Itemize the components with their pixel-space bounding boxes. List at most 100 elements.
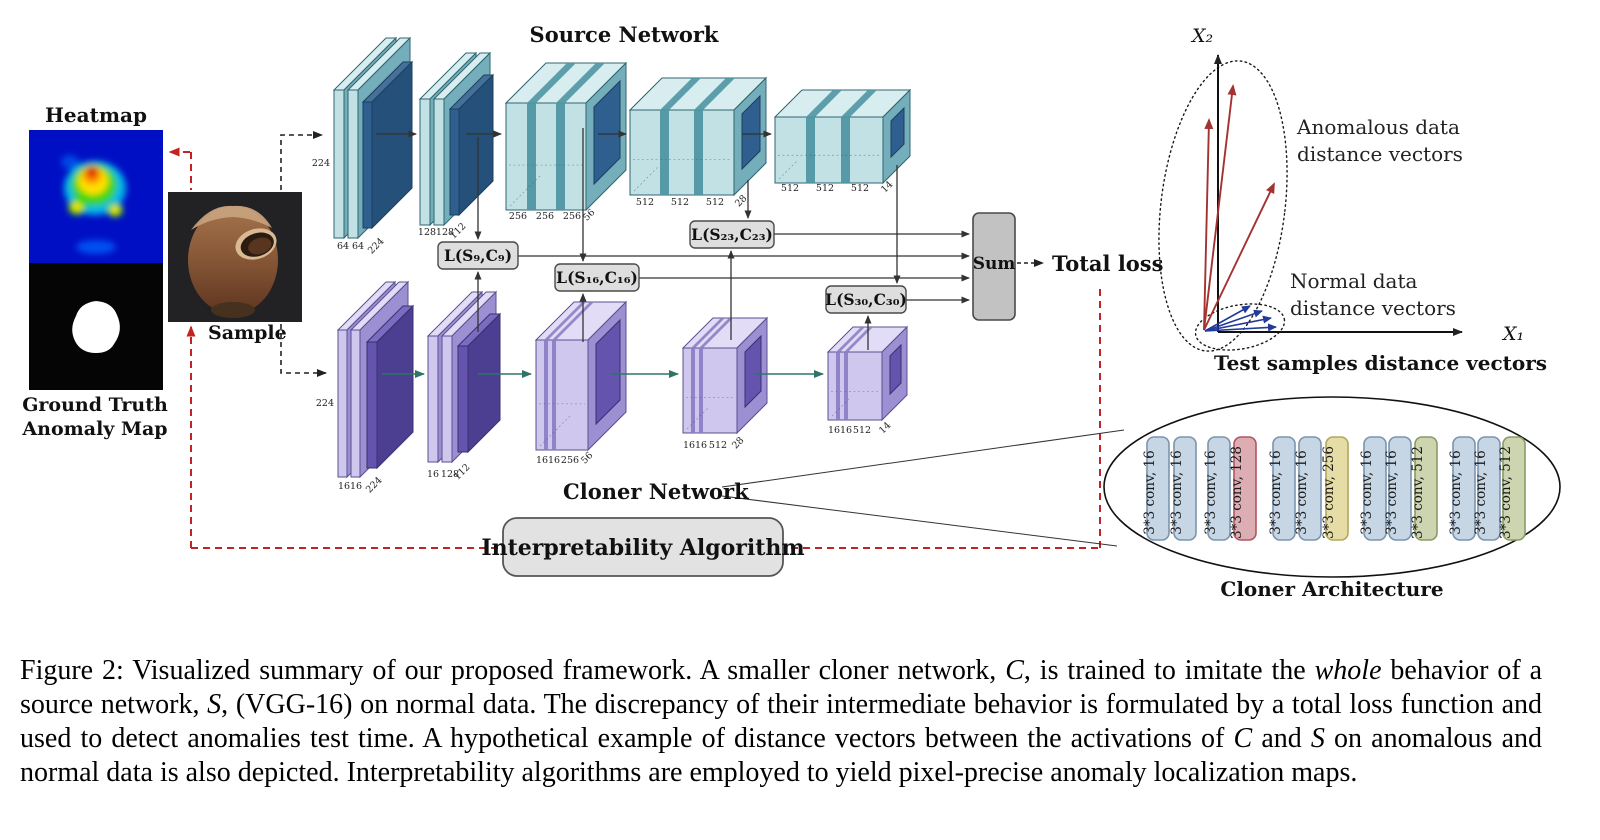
conv-layer-7: 3*3 conv, 16 — [1359, 436, 1387, 541]
svg-text:224: 224 — [312, 158, 330, 169]
conv-layer-label: 3*3 conv, 512 — [1410, 446, 1426, 539]
figure-caption: Figure 2: Visualized summary of our prop… — [20, 654, 1542, 791]
conv-block-4 — [773, 88, 912, 185]
cloner-network-blocks — [336, 280, 909, 479]
loss-label-l30: L(S₃₀,C₃₀) — [825, 290, 907, 309]
svg-text:16: 16 — [695, 440, 707, 451]
conv-block-3 — [628, 76, 768, 197]
anomalous-label-line1: Anomalous data — [1296, 115, 1460, 139]
conv-layer-bars: 3*3 conv, 16 3*3 conv, 16 3*3 conv, 16 3*3 … — [1142, 436, 1526, 541]
cloner-dim-labels: 224 16 16 224 16 128 112 16 16 256 56 16… — [316, 398, 894, 496]
conv-layer-label: 3*3 conv, 16 — [1169, 450, 1185, 534]
conv-layer-label: 3*3 conv, 16 — [1384, 450, 1400, 534]
conv-block-4 — [826, 325, 909, 422]
sample-to-source-arrow — [280, 131, 323, 190]
svg-text:16: 16 — [338, 481, 350, 492]
conv-layer-label: 3*3 conv, 16 — [1203, 450, 1219, 534]
normal-label-line2: distance vectors — [1290, 296, 1456, 320]
conv-layer-label: 3*3 conv, 512 — [1498, 446, 1514, 539]
svg-text:224: 224 — [364, 475, 385, 496]
conv-block-3 — [681, 316, 769, 435]
sample-to-cloner-arrow — [280, 324, 327, 377]
conv-layer-label: 3*3 conv, 16 — [1294, 450, 1310, 534]
conv-layer-10: 3*3 conv, 16 — [1448, 436, 1476, 541]
caption-emphasis-whole: whole — [1314, 655, 1382, 686]
caption-math-s: S — [1310, 723, 1325, 755]
cloner-network-title: Cloner Network — [563, 479, 749, 504]
normal-cluster-ellipse — [1194, 303, 1286, 351]
total-loss-label: Total loss — [1052, 251, 1163, 276]
caption-text: and — [1252, 723, 1311, 755]
svg-text:16: 16 — [536, 455, 548, 466]
conv-layer-8: 3*3 conv, 16 — [1384, 436, 1412, 541]
normal-vectors — [1204, 305, 1277, 332]
ground-truth-image — [29, 263, 163, 390]
svg-text:512: 512 — [816, 183, 834, 194]
conv-layer-label: 3*3 conv, 16 — [1448, 450, 1464, 534]
conv-block-2 — [534, 300, 628, 452]
conv-layer-label: 3*3 conv, 128 — [1229, 446, 1245, 539]
svg-text:128: 128 — [436, 227, 454, 238]
conv-layer-11: 3*3 conv, 16 — [1473, 436, 1501, 541]
svg-text:16: 16 — [427, 469, 439, 480]
x1-axis-label: X₁ — [1501, 323, 1524, 345]
loss-boxes: L(S₉,C₉) L(S₁₆,C₁₆) L(S₂₃,C₂₃) L(S₃₀,C₃₀… — [437, 220, 907, 314]
conv-layer-label: 3*3 conv, 16 — [1359, 450, 1375, 534]
conv-layer-3: 3*3 conv, 128 — [1229, 436, 1257, 541]
svg-text:256: 256 — [536, 211, 554, 222]
anomalous-label-line2: distance vectors — [1297, 142, 1463, 166]
conv-layer-1: 3*3 conv, 16 — [1169, 436, 1197, 541]
svg-text:16: 16 — [840, 425, 852, 436]
loss-label-l16: L(S₁₆,C₁₆) — [556, 268, 638, 287]
svg-text:224: 224 — [366, 236, 387, 257]
ground-truth-label-line1: Ground Truth — [22, 394, 168, 416]
svg-text:64: 64 — [352, 241, 364, 252]
caption-math-s: S — [207, 689, 222, 721]
conv-layer-label: 3*3 conv, 16 — [1473, 450, 1489, 534]
caption-text: Figure 2: Visualized summary of our prop… — [20, 655, 1006, 686]
source-network-title: Source Network — [530, 22, 719, 47]
svg-text:256: 256 — [561, 455, 579, 466]
figure-diagram: L(S₉,C₉) L(S₁₆,C₁₆) L(S₂₃,C₂₃) L(S₃₀,C₃₀… — [21, 22, 1561, 601]
sum-box: Sum — [972, 212, 1016, 321]
svg-text:16: 16 — [828, 425, 840, 436]
conv-layer-6: 3*3 conv, 256 — [1321, 436, 1349, 541]
red-dashed-path — [168, 147, 1101, 549]
svg-text:512: 512 — [781, 183, 799, 194]
loss-to-sum-lines — [518, 230, 970, 304]
anomalous-cluster-ellipse — [1158, 60, 1288, 352]
interpretability-label: Interpretability Algorithm — [481, 535, 804, 561]
conv-block-1 — [426, 290, 502, 464]
svg-text:128: 128 — [441, 469, 459, 480]
conv-block-0 — [332, 36, 414, 240]
loss-label-l9: L(S₉,C₉) — [444, 246, 512, 265]
caption-math-c: C — [1005, 655, 1024, 686]
svg-text:224: 224 — [316, 398, 334, 409]
svg-text:16: 16 — [548, 455, 560, 466]
conv-layer-4: 3*3 conv, 16 — [1268, 436, 1296, 541]
svg-text:512: 512 — [709, 440, 727, 451]
loss-label-l23: L(S₂₃,C₂₃) — [691, 225, 773, 244]
conv-layer-5: 3*3 conv, 16 — [1294, 436, 1322, 541]
svg-text:512: 512 — [671, 197, 689, 208]
loss-connectors — [474, 128, 901, 350]
caption-text: , (VGG-16) on normal data. The discrepan… — [20, 689, 1543, 755]
conv-layer-2: 3*3 conv, 16 — [1203, 436, 1231, 541]
svg-text:16: 16 — [350, 481, 362, 492]
svg-text:128: 128 — [418, 227, 436, 238]
svg-text:64: 64 — [337, 241, 349, 252]
normal-label-line1: Normal data — [1290, 269, 1418, 293]
conv-block-1 — [418, 51, 495, 227]
caption-text: , is trained to imitate the — [1023, 655, 1315, 686]
source-network-blocks — [332, 36, 912, 240]
heatmap-image — [29, 130, 163, 263]
sample-image — [168, 192, 302, 322]
conv-layer-0: 3*3 conv, 16 — [1142, 436, 1170, 541]
caption-text: on anomalous and normal data is also dep… — [20, 723, 1543, 789]
conv-block-2 — [504, 61, 628, 212]
svg-text:256: 256 — [509, 211, 527, 222]
svg-text:512: 512 — [851, 183, 869, 194]
conv-layer-12: 3*3 conv, 512 — [1498, 436, 1526, 541]
svg-text:56: 56 — [579, 450, 595, 466]
caption-text: behavior of a source network, — [20, 655, 1542, 721]
